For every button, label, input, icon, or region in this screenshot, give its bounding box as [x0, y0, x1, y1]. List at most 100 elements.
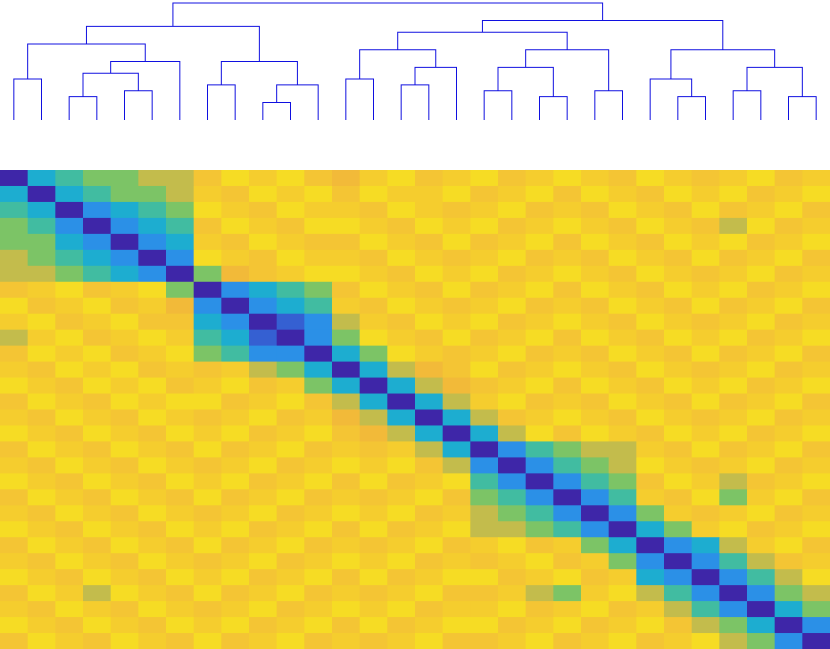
heatmap-cell: [664, 185, 693, 203]
heatmap-cell: [691, 170, 720, 187]
heatmap-cell: [221, 553, 250, 570]
heatmap-cell: [774, 345, 803, 363]
heatmap-cell: [55, 393, 84, 410]
heatmap-cell: [304, 201, 333, 219]
heatmap-cell: [774, 537, 803, 554]
heatmap-cell: [0, 473, 29, 490]
heatmap-cell: [525, 457, 554, 474]
heatmap-cell: [470, 249, 499, 267]
heatmap-cell: [691, 441, 720, 458]
heatmap-cell: [387, 505, 416, 522]
heatmap-cell: [359, 297, 388, 315]
heatmap-cell: [359, 201, 388, 219]
heatmap-cell: [193, 457, 222, 474]
heatmap-cell: [664, 617, 693, 634]
heatmap-cell: [166, 553, 195, 570]
heatmap-cell: [470, 601, 499, 618]
heatmap-cell: [83, 505, 112, 522]
heatmap-cell: [332, 473, 361, 490]
heatmap-cell: [359, 553, 388, 570]
heatmap-cell: [332, 361, 361, 379]
heatmap-cell: [581, 617, 610, 634]
heatmap-cell: [525, 553, 554, 570]
heatmap-cell: [138, 473, 167, 490]
heatmap-cell: [747, 601, 776, 618]
heatmap-cell: [747, 585, 776, 602]
heatmap-cell: [27, 473, 56, 490]
heatmap-cell: [608, 170, 637, 187]
heatmap-cell: [304, 489, 333, 506]
heatmap-cell: [636, 569, 665, 586]
heatmap-cell: [221, 329, 250, 347]
heatmap-cell: [110, 409, 139, 426]
heatmap-cell: [498, 585, 527, 602]
heatmap-cell: [332, 601, 361, 618]
heatmap-cell: [691, 281, 720, 299]
heatmap-cell: [498, 217, 527, 235]
heatmap-cell: [442, 505, 471, 522]
heatmap-cell: [581, 441, 610, 458]
heatmap-cell: [581, 457, 610, 474]
heatmap-cell: [221, 633, 250, 649]
heatmap-cell: [332, 281, 361, 299]
heatmap-cell: [138, 201, 167, 219]
heatmap-cell: [387, 329, 416, 347]
heatmap-cell: [0, 185, 29, 203]
heatmap-cell: [83, 249, 112, 267]
heatmap-cell: [304, 457, 333, 474]
heatmap-cell: [55, 601, 84, 618]
heatmap-cell: [27, 265, 56, 283]
heatmap-cell: [249, 217, 278, 235]
heatmap-cell: [110, 393, 139, 410]
heatmap-cell: [581, 537, 610, 554]
heatmap-cell: [359, 329, 388, 347]
heatmap-cell: [27, 345, 56, 363]
heatmap-cell: [525, 361, 554, 379]
heatmap-cell: [442, 521, 471, 538]
heatmap-cell: [193, 537, 222, 554]
heatmap-cell: [498, 170, 527, 187]
heatmap-cell: [249, 249, 278, 267]
heatmap-cell: [0, 633, 29, 649]
heatmap-cell: [636, 441, 665, 458]
heatmap-cell: [249, 329, 278, 347]
heatmap-cell: [608, 553, 637, 570]
heatmap-cell: [442, 473, 471, 490]
heatmap-cell: [249, 585, 278, 602]
heatmap-cell: [774, 249, 803, 267]
heatmap-cell: [359, 217, 388, 235]
heatmap-cell: [27, 537, 56, 554]
heatmap-cell: [525, 601, 554, 618]
heatmap-cell: [138, 425, 167, 442]
heatmap-cell: [664, 457, 693, 474]
heatmap-cell: [415, 585, 444, 602]
heatmap-cell: [387, 553, 416, 570]
heatmap-cell: [470, 345, 499, 363]
heatmap-cell: [774, 553, 803, 570]
heatmap-cell: [249, 233, 278, 251]
heatmap-cell: [0, 585, 29, 602]
heatmap-cell: [802, 265, 830, 283]
dendrogram-link: [68, 96, 98, 120]
heatmap-cell: [193, 473, 222, 490]
heatmap-cell: [608, 265, 637, 283]
heatmap-cell: [0, 281, 29, 299]
heatmap-cell: [166, 297, 195, 315]
heatmap-cell: [470, 217, 499, 235]
heatmap-cell: [138, 329, 167, 347]
heatmap-cell: [55, 297, 84, 315]
heatmap-cell: [470, 297, 499, 315]
heatmap-cell: [0, 313, 29, 331]
heatmap-cell: [442, 217, 471, 235]
heatmap-cell: [553, 233, 582, 251]
heatmap-cell: [553, 313, 582, 331]
heatmap-cell: [525, 217, 554, 235]
heatmap-cell: [332, 185, 361, 203]
heatmap-cell: [608, 281, 637, 299]
heatmap-cell: [166, 521, 195, 538]
heatmap-cell: [27, 329, 56, 347]
heatmap-cell: [774, 489, 803, 506]
heatmap-cell: [110, 505, 139, 522]
heatmap-cell: [166, 473, 195, 490]
heatmap-cell: [110, 425, 139, 442]
